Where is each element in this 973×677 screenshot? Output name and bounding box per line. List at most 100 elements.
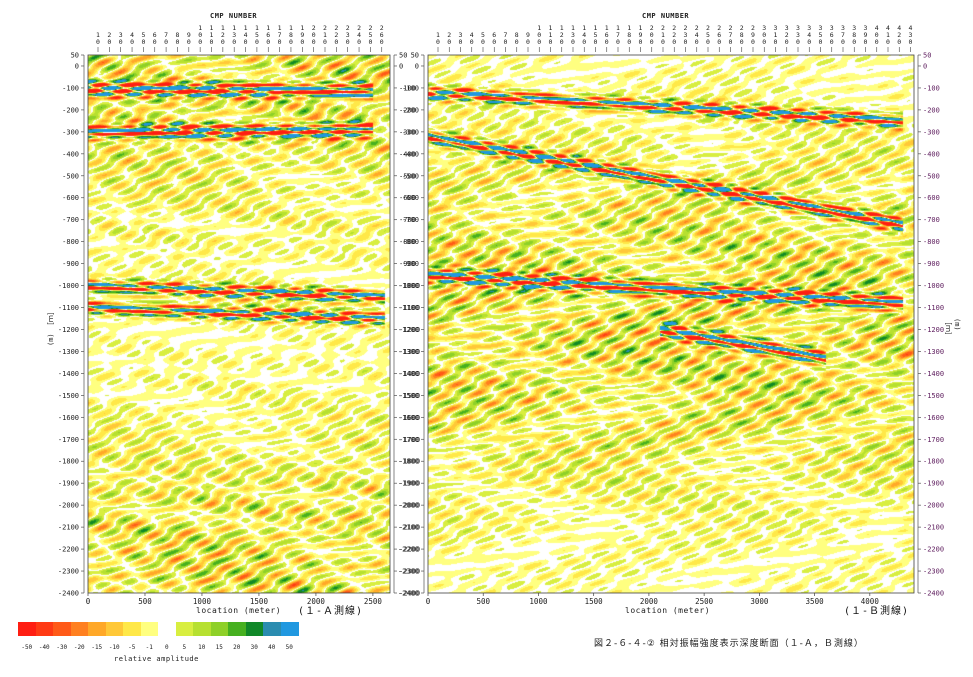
colorbar-tick-label: 30	[250, 644, 258, 651]
depth-tick-label: -100	[399, 84, 416, 92]
cmp-number-title: CMP NUMBER	[210, 12, 258, 20]
location-tick-label: 2000	[640, 597, 659, 606]
depth-tick-label: -400	[402, 150, 419, 158]
depth-tick-label: -2400	[923, 590, 944, 598]
location-tick-label: 1000	[529, 597, 548, 606]
depth-tick-label: -1900	[398, 480, 419, 488]
depth-tick-label: -1000	[398, 282, 419, 290]
colorbar-tick-label: -1	[145, 644, 153, 651]
depth-tick-label: -400	[923, 150, 940, 158]
depth-tick-label: -700	[923, 216, 940, 224]
depth-tick-label: -300	[923, 128, 940, 136]
depth-tick-label: -100	[62, 84, 79, 92]
plot-frame	[427, 54, 915, 594]
colorbar-swatch	[53, 622, 71, 636]
depth-tick-label: -2100	[58, 524, 79, 532]
line-id-label: (１-Ｂ測線)	[844, 606, 910, 617]
depth-tick-label: -1800	[399, 458, 420, 466]
y-axis-title: (m) ［ｍ］	[47, 308, 55, 346]
depth-tick-label: -1200	[399, 326, 420, 334]
depth-tick-label: -900	[402, 260, 419, 268]
colorbar-tick-label: 40	[268, 644, 276, 651]
depth-tick-label: 0	[415, 62, 419, 70]
x-axis-title: location (meter)	[196, 606, 282, 615]
colorbar-swatch	[70, 622, 89, 636]
colorbar-tick-label: 50	[285, 644, 293, 651]
depth-tick-label: -1800	[398, 458, 419, 466]
colorbar-swatch	[280, 622, 299, 636]
depth-tick-label: -200	[923, 106, 940, 114]
colorbar-swatch	[35, 622, 54, 636]
section-axes: 500-100-200-300-400-500-600-700-800-900-…	[398, 24, 944, 606]
section-panel-1a: CMP NUMBER 50 0 -100 -200 -300 -400 -500 -600 -7…	[0, 0, 420, 620]
depth-tick-label: -1800	[58, 458, 79, 466]
colorbar-swatch	[228, 622, 246, 636]
depth-tick-label: -1100	[399, 304, 420, 312]
depth-tick-label: -2300	[399, 568, 420, 576]
depth-tick-label: 50	[71, 52, 79, 60]
depth-tick-label: -800	[399, 238, 416, 246]
depth-tick-label: -1300	[399, 348, 420, 356]
colorbar-swatch	[18, 622, 36, 636]
depth-tick-label: -2000	[58, 502, 79, 510]
colorbar-tick-label: -40	[38, 644, 50, 651]
depth-tick-label: -700	[399, 216, 416, 224]
depth-tick-label: -2000	[399, 502, 420, 510]
depth-tick-label: -100	[402, 84, 419, 92]
colorbar-swatch	[263, 622, 281, 636]
depth-tick-label: 50	[411, 52, 419, 60]
depth-tick-label: 50	[399, 52, 407, 60]
depth-tick-label: -2300	[58, 568, 79, 576]
depth-tick-label: -2200	[58, 546, 79, 554]
line-id-label: (１-Ａ測線)	[298, 606, 364, 617]
depth-tick-label: -1600	[58, 414, 79, 422]
location-tick-label: 500	[476, 597, 490, 606]
depth-tick-label: -1600	[398, 414, 419, 422]
depth-tick-label: -1100	[58, 304, 79, 312]
plot-frame	[87, 54, 391, 594]
depth-tick-label: -500	[402, 172, 419, 180]
depth-tick-label: -400	[399, 150, 416, 158]
colorbar-tick-label: -15	[91, 644, 103, 651]
depth-tick-label: -200	[402, 106, 419, 114]
depth-tick-label: -2300	[398, 568, 419, 576]
colorbar-label: relative amplitude	[114, 655, 199, 663]
depth-tick-label: -1900	[58, 480, 79, 488]
depth-tick-label: -2400	[399, 590, 420, 598]
depth-tick-label: -2100	[923, 524, 944, 532]
